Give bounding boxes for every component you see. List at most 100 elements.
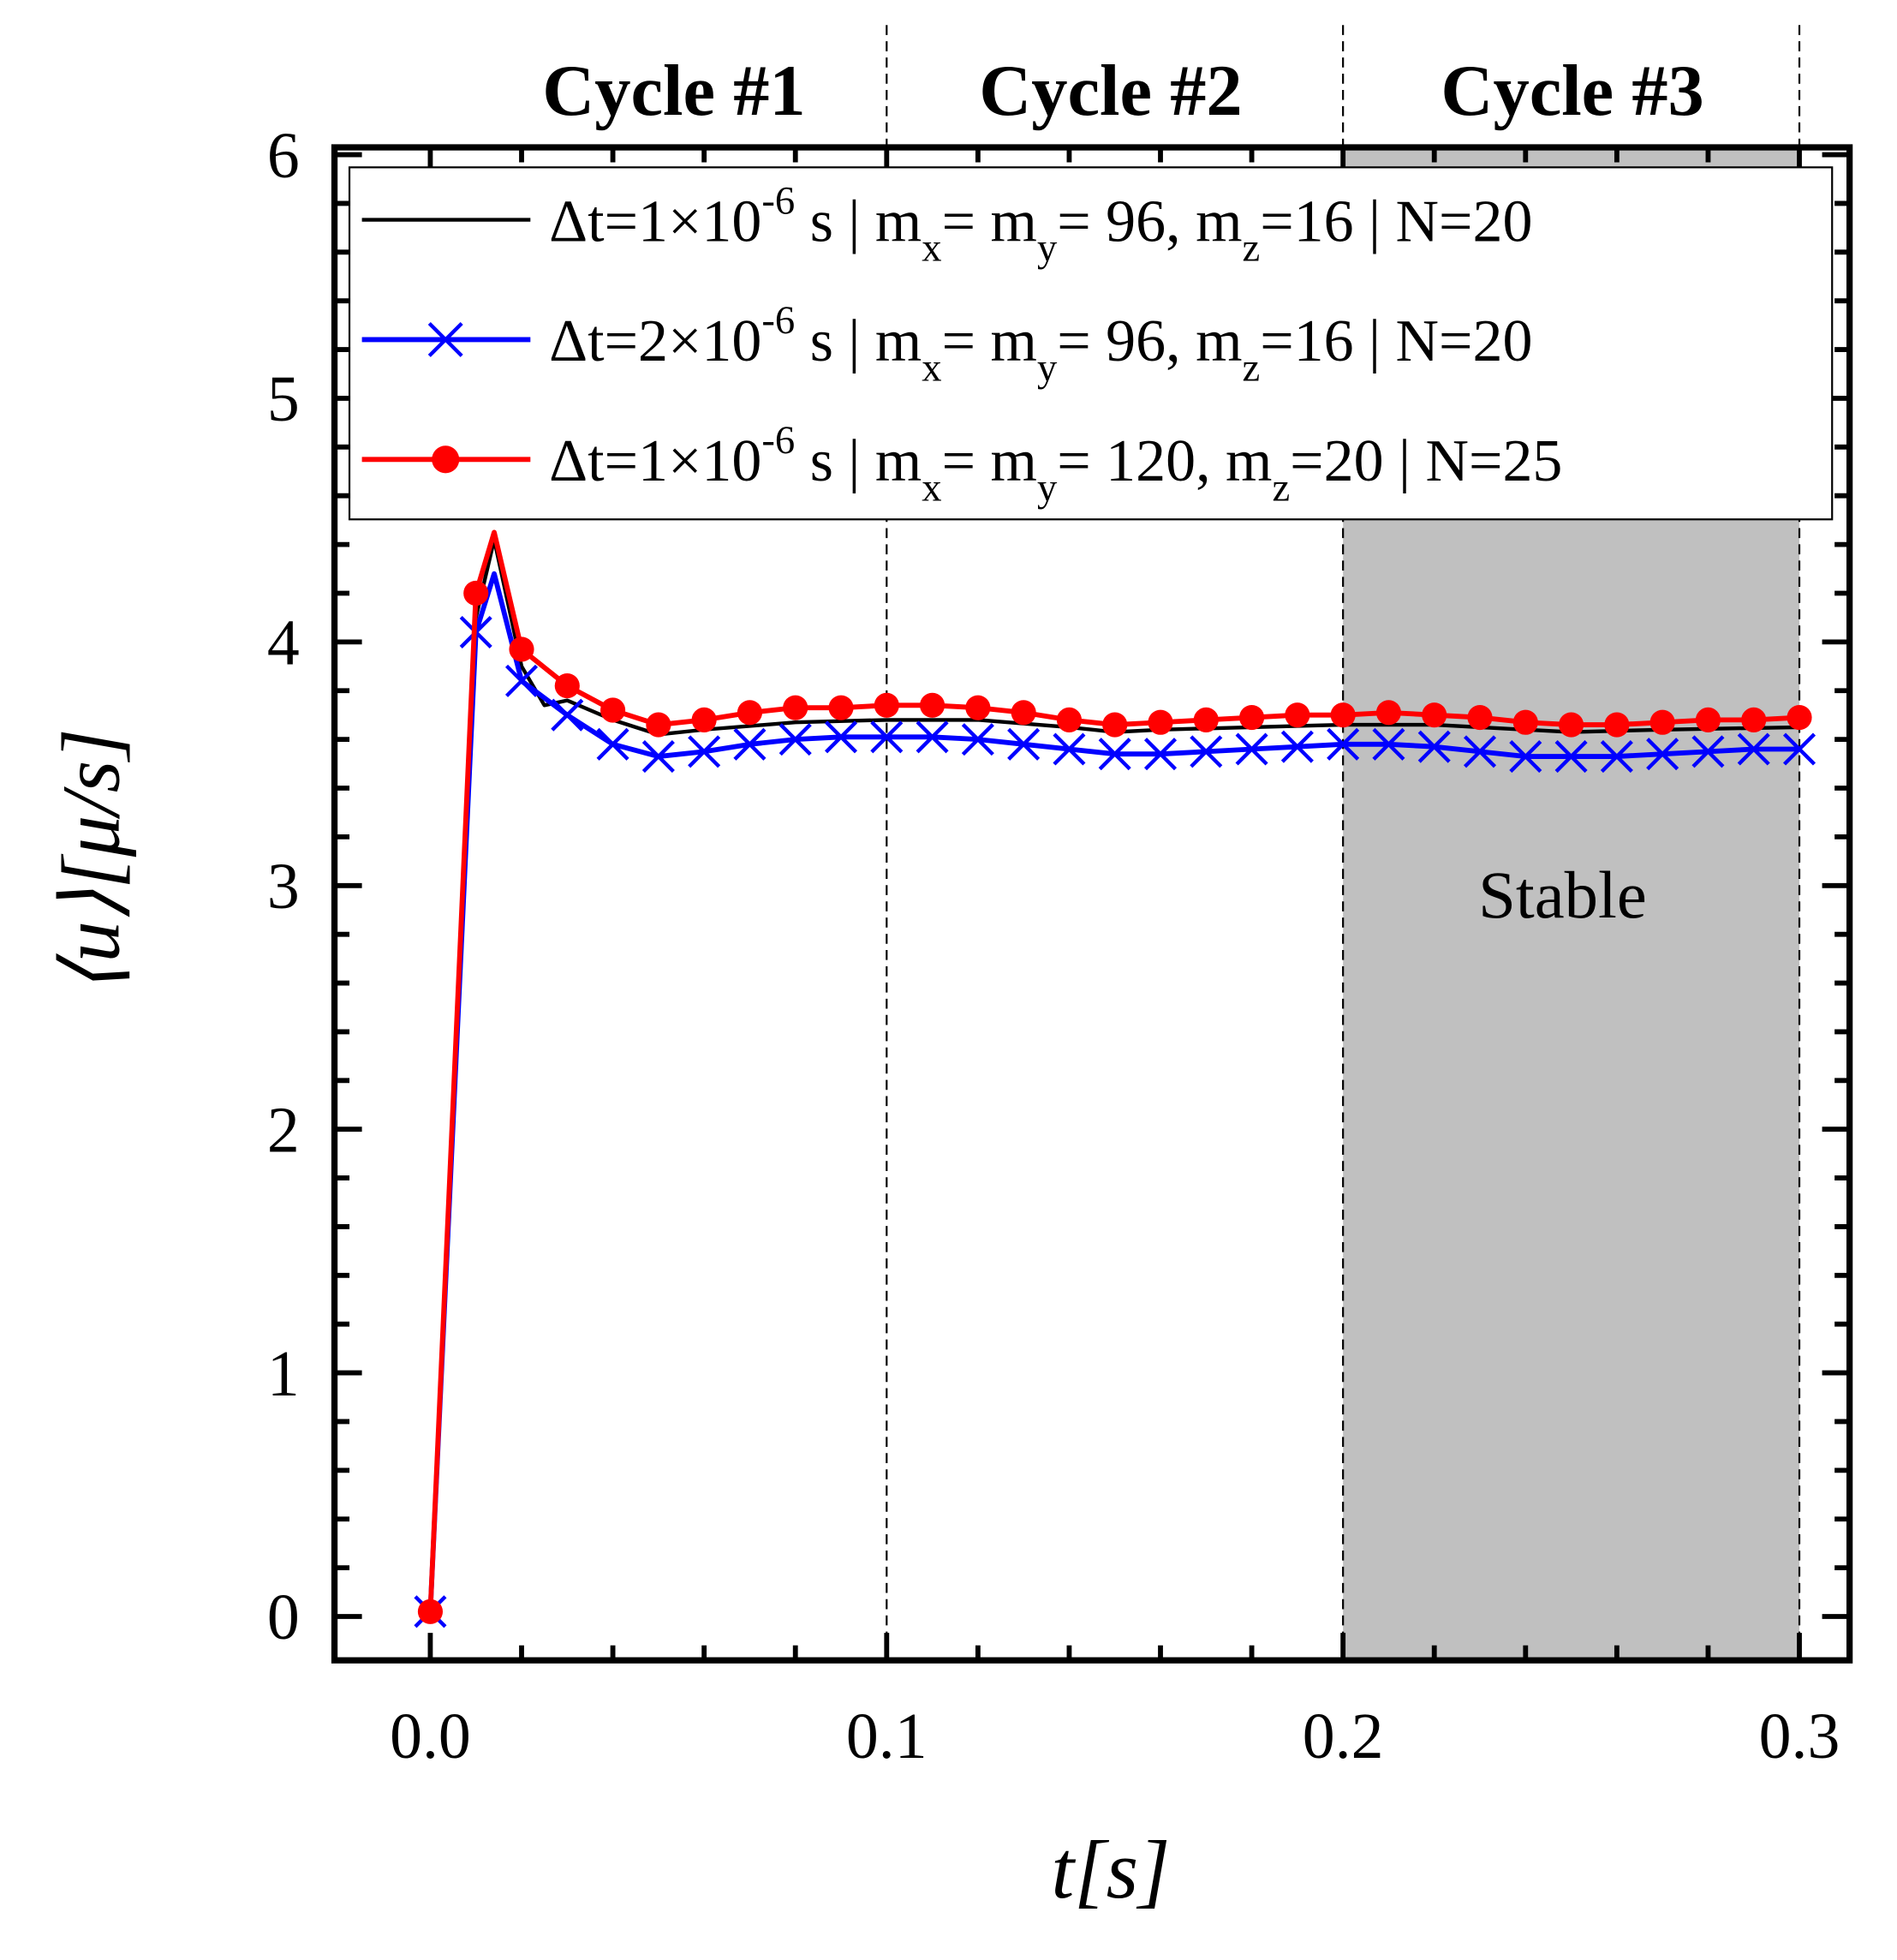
- circle-marker: [874, 692, 899, 718]
- y-tick-label: 1: [267, 1338, 300, 1410]
- y-tick-label: 3: [267, 851, 300, 923]
- legend-label-part: Δt=1×10: [549, 188, 761, 254]
- circle-marker: [1285, 702, 1310, 728]
- cycle-boundary-lines: [886, 25, 1801, 1661]
- series-layer: [414, 529, 1816, 1628]
- legend-label-part: s | m: [795, 188, 922, 254]
- legend-label-part: x: [922, 346, 941, 391]
- circle-marker: [432, 445, 460, 474]
- x-marker: [1235, 732, 1268, 766]
- legend-label-part: y: [1037, 226, 1058, 271]
- cycle-label-2: Cycle #2: [979, 51, 1242, 131]
- series-dt1_m120_N25: [417, 529, 1812, 1624]
- circle-marker: [1695, 707, 1721, 732]
- circle-marker: [1422, 702, 1447, 728]
- circle-marker: [1375, 700, 1402, 726]
- legend-label-part: -6: [761, 178, 795, 223]
- legend-label-part: s | m: [795, 308, 922, 374]
- series-dt2_m96_N20: [414, 571, 1816, 1628]
- legend-label-part: = 96, m: [1057, 308, 1242, 374]
- legend-label-part: = m: [942, 188, 1037, 254]
- legend-label-part: = m: [942, 428, 1037, 494]
- legend-label-part: = 96, m: [1057, 188, 1242, 254]
- legend-label-part: = 120, m: [1057, 428, 1272, 494]
- legend-label-part: = m: [942, 308, 1037, 374]
- x-marker: [1190, 735, 1223, 768]
- legend-label-part: y: [1037, 465, 1058, 510]
- circle-marker: [1649, 709, 1675, 735]
- circle-marker: [509, 636, 534, 662]
- circle-marker: [1604, 712, 1630, 738]
- x-marker: [733, 727, 767, 761]
- circle-marker: [737, 700, 763, 726]
- x-marker: [1098, 738, 1131, 771]
- legend-label-part: Δt=2×10: [549, 308, 761, 374]
- legend-label-part: =16 | N=20: [1260, 308, 1532, 374]
- circle-marker: [1193, 707, 1219, 732]
- circle-marker: [1512, 709, 1538, 735]
- legend-box: [348, 166, 1834, 521]
- legend-label-part: x: [922, 226, 941, 271]
- x-marker: [1372, 727, 1405, 761]
- legend-label-part: z: [1272, 465, 1290, 510]
- x-marker: [1509, 740, 1542, 774]
- legend-label-part: Δt=1×10: [549, 428, 761, 494]
- x-axis-title: t[s]: [1051, 1824, 1170, 1915]
- x-marker: [596, 727, 629, 761]
- series-dt1_m96_N20: [428, 537, 1800, 1612]
- circle-marker: [783, 695, 808, 720]
- x-marker: [1327, 727, 1360, 761]
- x-marker: [688, 735, 721, 768]
- x-marker: [1463, 735, 1497, 768]
- circle-marker: [920, 692, 946, 718]
- legend-label: Δt=2×10-6​ s | mx​= my​= 96, mz​=16 | N=…: [549, 298, 1532, 390]
- x-marker: [870, 720, 904, 754]
- circle-marker: [600, 697, 626, 723]
- circle-marker: [1102, 712, 1128, 738]
- circle-marker: [691, 707, 717, 732]
- x-tick-label: 0.3: [1759, 1700, 1840, 1772]
- circle-marker: [965, 695, 991, 720]
- series-line: [427, 571, 1800, 1612]
- x-marker: [1280, 730, 1314, 763]
- y-tick-label: 6: [267, 120, 300, 192]
- x-marker: [1600, 740, 1633, 774]
- x-marker: [1737, 732, 1770, 766]
- x-marker: [1143, 738, 1178, 771]
- x-marker: [1554, 740, 1588, 774]
- x-marker: [1053, 732, 1086, 766]
- legend-label-part: x: [922, 465, 941, 510]
- x-tick-label: 0.0: [390, 1700, 471, 1772]
- circle-marker: [1056, 707, 1083, 732]
- circle-marker: [463, 580, 489, 607]
- y-tick-label: 0: [267, 1581, 300, 1653]
- circle-marker: [1330, 702, 1356, 728]
- legend-label-part: z: [1242, 346, 1260, 391]
- x-marker: [824, 720, 858, 754]
- x-marker: [1646, 738, 1679, 771]
- cycle-label-1: Cycle #1: [542, 51, 805, 131]
- stable-label: Stable: [1478, 858, 1647, 933]
- circle-marker: [1239, 704, 1265, 731]
- y-tick-label: 4: [267, 607, 300, 679]
- legend-label: Δt=1×10-6​ s | mx​= my​= 96, mz​=16 | N=…: [549, 178, 1532, 270]
- x-marker: [1007, 727, 1041, 761]
- legend-label-part: z: [1242, 226, 1260, 271]
- x-marker: [778, 723, 812, 756]
- circle-marker: [1559, 712, 1584, 738]
- legend-label-part: s | m: [795, 428, 922, 494]
- x-marker: [916, 720, 949, 754]
- x-marker: [1782, 732, 1816, 766]
- legend-label-part: =20 | N=25: [1290, 428, 1562, 494]
- circle-marker: [1787, 704, 1812, 731]
- circle-marker: [1148, 709, 1173, 735]
- legend-label-part: y: [1037, 346, 1058, 391]
- circle-marker: [1011, 700, 1036, 726]
- circle-marker: [1467, 704, 1493, 731]
- circle-marker: [828, 695, 854, 720]
- legend-label: Δt=1×10-6​ s | mx​= my​= 120, mz​=20 | N…: [549, 418, 1562, 510]
- plot-frame: [331, 144, 1853, 1664]
- legend-label-part: -6: [761, 418, 795, 463]
- circle-marker: [646, 712, 671, 738]
